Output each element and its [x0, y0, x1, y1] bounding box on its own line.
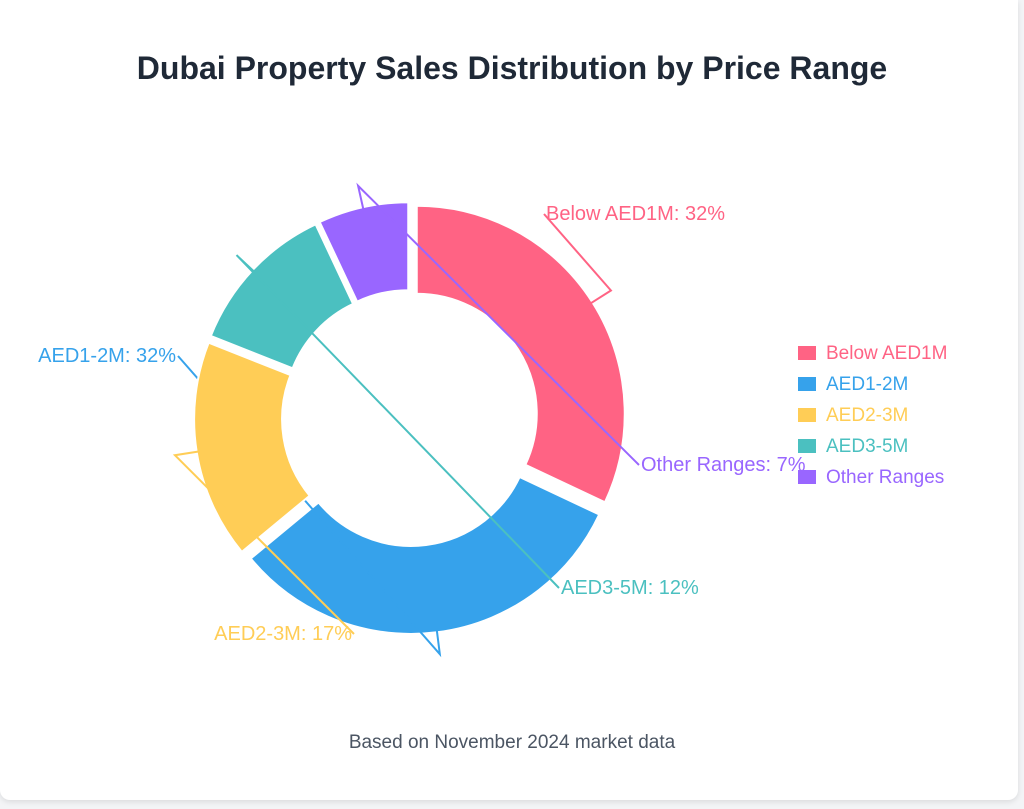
legend-swatch-aed3-5m[interactable]	[798, 439, 816, 453]
legend-swatch-aed1-2m[interactable]	[798, 377, 816, 391]
legend-label-aed1-2m[interactable]: AED1-2M	[826, 374, 908, 395]
legend-swatch-aed2-3m[interactable]	[798, 408, 816, 422]
legend-label-aed3-5m[interactable]: AED3-5M	[826, 436, 908, 457]
leader-line-aed2-3m	[172, 450, 355, 635]
leader-line-aed3-5m	[235, 254, 560, 589]
data-label-aed3-5m: AED3-5M: 12%	[561, 577, 699, 599]
leader-line-other-ranges	[356, 182, 640, 466]
legend-label-below-aed1m[interactable]: Below AED1M	[826, 343, 947, 364]
data-label-below-aed1m: Below AED1M: 32%	[546, 203, 725, 225]
chart-title: Dubai Property Sales Distribution by Pri…	[136, 50, 888, 86]
legend-swatch-other-ranges[interactable]	[798, 470, 816, 484]
slice-aed3-5m[interactable]	[209, 222, 355, 370]
legend-swatch-below-aed1m[interactable]	[798, 346, 816, 360]
leader-line-below-aed1m	[543, 213, 613, 305]
slice-other-ranges[interactable]	[318, 201, 410, 303]
slice-below-aed1m[interactable]	[415, 204, 626, 504]
legend-label-other-ranges[interactable]: Other Ranges	[826, 467, 944, 488]
slice-aed2-3m[interactable]	[193, 341, 312, 554]
slice-aed1-2m[interactable]	[249, 475, 601, 635]
data-label-other-ranges: Other Ranges: 7%	[641, 454, 806, 476]
data-label-aed2-3m: AED2-3M: 17%	[214, 623, 352, 645]
legend-label-aed2-3m[interactable]: AED2-3M	[826, 405, 908, 426]
data-label-aed1-2m: AED1-2M: 32%	[38, 345, 176, 367]
chart-footnote: Based on November 2024 market data	[348, 732, 676, 753]
